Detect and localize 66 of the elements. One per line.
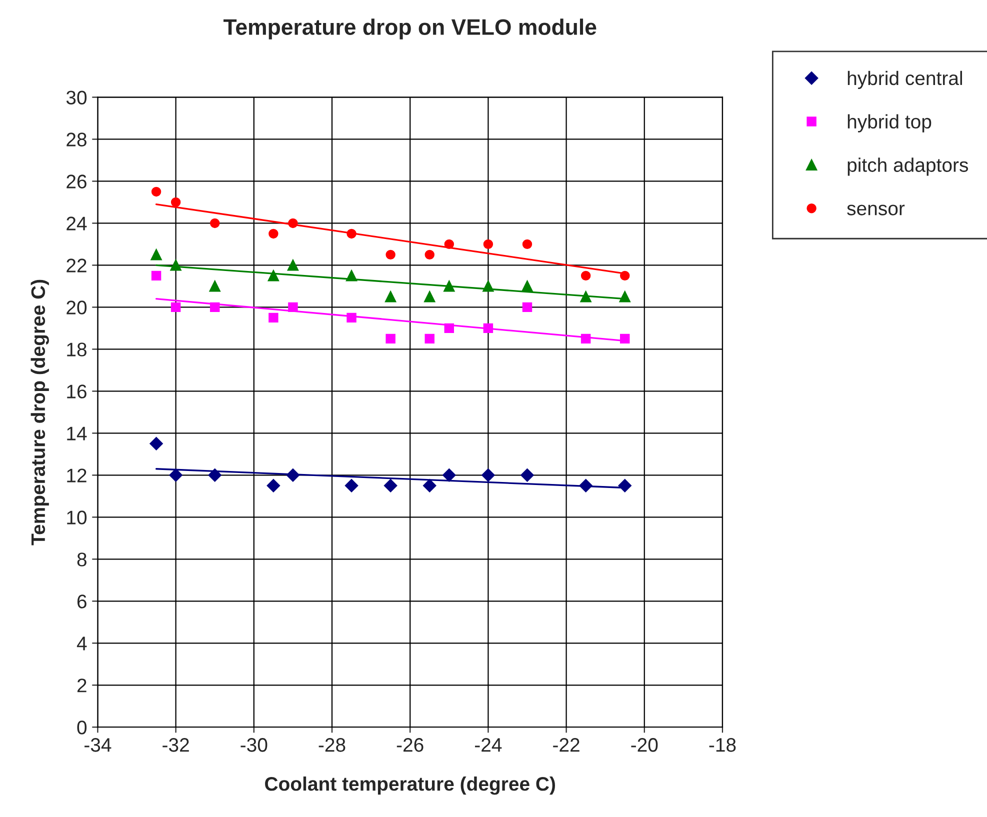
point (268, 228, 278, 239)
x-tick-label: -32 (162, 738, 189, 752)
y-tick-label: 6 (77, 594, 86, 608)
point (266, 479, 280, 492)
point (151, 270, 162, 281)
point (170, 302, 181, 312)
point (384, 479, 398, 492)
y-axis-title: Temperature drop (degree C) (30, 280, 50, 546)
point (618, 479, 632, 492)
y-tick-label: 26 (66, 174, 86, 188)
x-tick-label: -28 (318, 738, 346, 752)
point (385, 291, 396, 302)
point (522, 302, 532, 312)
legend-label: hybrid central (848, 70, 962, 89)
y-tick-label: 14 (67, 426, 87, 440)
y-tick-label: 2 (77, 678, 86, 692)
point (442, 468, 456, 482)
chart-title: Temperature drop on VELO module (224, 18, 596, 40)
y-tick-label: 22 (66, 258, 86, 272)
legend-label: hybrid top (848, 114, 932, 132)
y-tick-label: 28 (66, 132, 86, 146)
point (444, 280, 455, 292)
point (169, 468, 182, 482)
point (268, 270, 279, 282)
point (344, 479, 358, 492)
y-tick-label: 30 (66, 90, 87, 104)
x-tick-label: -24 (475, 738, 502, 752)
y-tick-label: 18 (67, 342, 86, 356)
point (522, 239, 532, 250)
x-tick-label: -30 (240, 738, 268, 752)
point (424, 250, 434, 260)
legend-label: sensor (847, 204, 905, 216)
point (170, 260, 182, 271)
y-tick-label: 20 (66, 300, 87, 314)
point (209, 280, 220, 292)
x-tick-label: -34 (84, 738, 112, 752)
point (170, 197, 181, 208)
point (208, 468, 222, 482)
y-tick-label: 24 (66, 216, 87, 230)
x-tick-label: -26 (396, 738, 424, 752)
point (150, 437, 163, 450)
point (386, 334, 396, 344)
x-tick-label: -18 (709, 738, 736, 752)
legend-label: pitch adaptors (848, 158, 968, 176)
point (424, 291, 436, 302)
x-tick-label: -20 (631, 738, 658, 752)
point (424, 334, 434, 344)
y-tick-label: 0 (77, 720, 87, 734)
y-tick-label: 4 (76, 636, 87, 650)
point (423, 479, 436, 492)
point (580, 270, 591, 281)
x-tick-label: -22 (553, 738, 580, 752)
y-tick-label: 16 (67, 384, 86, 398)
y-tick-label: 10 (67, 510, 87, 524)
y-tick-label: 12 (67, 468, 86, 482)
point (210, 218, 220, 228)
point (151, 186, 162, 197)
y-tick-label: 8 (77, 552, 86, 566)
point (150, 249, 162, 260)
point (287, 260, 299, 271)
point (483, 239, 494, 250)
point (386, 250, 396, 260)
point (268, 312, 278, 323)
x-axis-title: Coolant temperature (degree C) (265, 776, 555, 795)
point (520, 468, 534, 482)
point (482, 468, 495, 482)
